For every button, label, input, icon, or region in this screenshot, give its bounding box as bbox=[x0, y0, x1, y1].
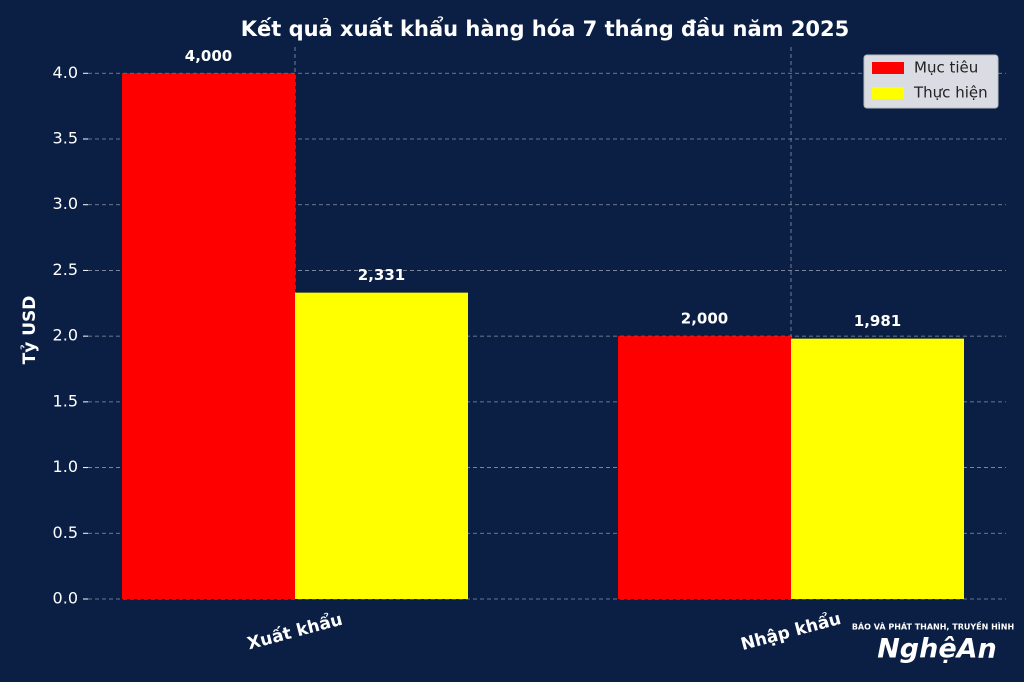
legend-label: Thực hiện bbox=[913, 84, 988, 102]
bar bbox=[791, 338, 964, 599]
bar bbox=[295, 292, 468, 599]
y-tick-label: 4.0 bbox=[53, 63, 78, 82]
value-label: 1,981 bbox=[854, 312, 901, 330]
bar bbox=[122, 73, 295, 600]
watermark-name: NghệAn bbox=[877, 634, 997, 665]
y-tick-label: 0.0 bbox=[53, 589, 78, 608]
value-label: 2,331 bbox=[358, 266, 405, 284]
y-tick-label: 1.0 bbox=[53, 457, 78, 476]
y-tick-label: 0.5 bbox=[53, 523, 78, 542]
legend-swatch bbox=[872, 87, 904, 99]
y-tick-label: 2.5 bbox=[53, 260, 78, 279]
y-tick-label: 1.5 bbox=[53, 391, 78, 410]
y-tick-label: 3.0 bbox=[53, 194, 78, 213]
value-label: 2,000 bbox=[681, 310, 728, 328]
watermark-caption: BÁO VÀ PHÁT THANH, TRUYỀN HÌNH bbox=[852, 620, 1014, 632]
legend-label: Mục tiêu bbox=[914, 59, 978, 77]
value-label: 4,000 bbox=[185, 47, 232, 65]
bar bbox=[618, 336, 791, 599]
chart-title: Kết quả xuất khẩu hàng hóa 7 tháng đầu n… bbox=[241, 16, 850, 41]
y-tick-label: 3.5 bbox=[53, 129, 78, 148]
y-axis-label: Tỷ USD bbox=[20, 296, 40, 365]
y-tick-label: 2.0 bbox=[53, 326, 78, 345]
legend-swatch bbox=[872, 62, 904, 74]
